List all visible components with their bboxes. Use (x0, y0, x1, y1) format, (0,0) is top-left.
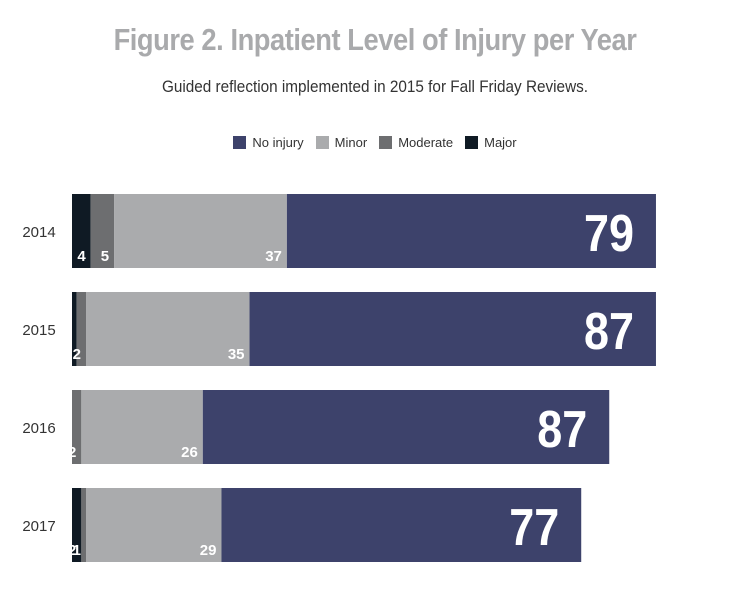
data-label-minor-2017: 29 (200, 542, 217, 559)
category-label-2016: 2016 (22, 420, 55, 437)
data-label-major-2014: 4 (77, 248, 86, 265)
bar-segment-moderate-2015 (76, 292, 87, 366)
legend-swatch-major (465, 135, 479, 149)
bar-segment-major-2015 (72, 292, 77, 366)
category-label-2014: 2014 (22, 224, 55, 241)
data-label-no-injury-2017: 77 (509, 499, 559, 557)
chart-legend: No injury Minor Moderate Major (0, 132, 750, 152)
data-label-no-injury-2016: 87 (537, 401, 587, 459)
legend-label-moderate: Moderate (398, 134, 454, 150)
data-label-moderate-2017: 1 (73, 542, 81, 559)
legend-swatch-moderate (379, 135, 393, 149)
bar-segment-no-injury-2017 (221, 488, 582, 562)
bar-segment-no-injury-2015 (249, 292, 656, 366)
data-label-moderate-2016: 2 (68, 444, 76, 461)
data-label-no-injury-2014: 79 (584, 205, 634, 263)
data-label-major-2017: 2 (68, 542, 76, 559)
data-label-moderate-2015: 2 (73, 346, 81, 363)
legend-item-major: Major (465, 135, 517, 150)
bar-segment-minor-2016 (81, 390, 203, 464)
data-label-minor-2015: 35 (228, 346, 245, 363)
legend-swatch-no-injury (233, 135, 247, 149)
bar-segment-moderate-2014 (90, 194, 115, 268)
data-label-major-2015: 1 (63, 346, 71, 363)
legend-item-no-injury: No injury (233, 134, 304, 150)
legend-swatch-minor (315, 135, 329, 149)
bar-segment-major-2014 (72, 194, 91, 268)
legend-label-minor: Minor (334, 134, 368, 150)
legend-item-minor: Minor (315, 134, 368, 150)
bar-segment-no-injury-2014 (286, 194, 656, 268)
chart-title: Figure 2. Inpatient Level of Injury per … (113, 22, 637, 57)
category-label-2015: 2015 (22, 322, 55, 339)
bar-segment-no-injury-2016 (202, 390, 610, 464)
legend-label-major: Major (484, 134, 517, 150)
legend-item-moderate: Moderate (379, 135, 453, 150)
data-label-minor-2014: 37 (265, 248, 282, 265)
data-label-no-injury-2015: 87 (584, 303, 634, 361)
data-label-minor-2016: 26 (181, 444, 198, 461)
bar-segment-minor-2017 (86, 488, 222, 562)
bar-segment-moderate-2017 (81, 488, 87, 562)
bar-segment-minor-2015 (86, 292, 250, 366)
data-label-moderate-2014: 5 (101, 248, 109, 265)
legend-label-no-injury: No injury (252, 134, 304, 150)
bar-segment-minor-2014 (114, 194, 287, 268)
category-label-2017: 2017 (22, 518, 55, 535)
bar-segment-moderate-2016 (72, 390, 82, 464)
bar-segment-major-2017 (72, 488, 82, 562)
chart-subtitle: Guided reflection implemented in 2015 fo… (161, 77, 589, 96)
